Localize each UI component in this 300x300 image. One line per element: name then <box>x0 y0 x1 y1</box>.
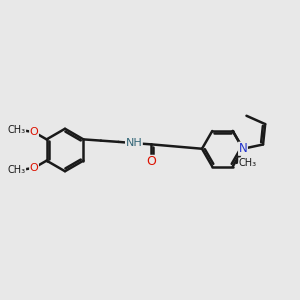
Text: O: O <box>30 163 38 173</box>
Text: CH₃: CH₃ <box>8 125 26 135</box>
Text: O: O <box>30 127 38 137</box>
Text: NH: NH <box>125 138 142 148</box>
Text: CH₃: CH₃ <box>8 165 26 175</box>
Text: N: N <box>238 142 247 155</box>
Text: O: O <box>146 155 156 168</box>
Text: CH₃: CH₃ <box>239 158 257 168</box>
